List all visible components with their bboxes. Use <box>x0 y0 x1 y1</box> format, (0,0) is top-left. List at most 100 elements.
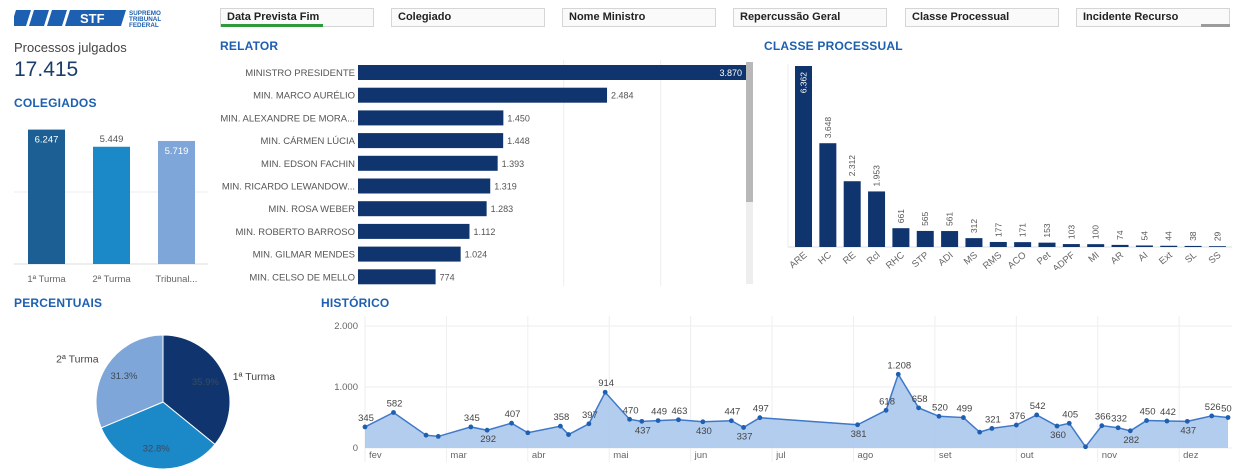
data-point <box>1225 415 1231 420</box>
data-label: 366 <box>1095 412 1111 423</box>
tick-label: ACO <box>1006 250 1029 270</box>
filter-repercussao-geral[interactable]: Repercussão Geral <box>733 8 887 27</box>
x-tick-label: jul <box>775 450 786 461</box>
data-label: 153 <box>1042 223 1052 237</box>
tick-label: STP <box>910 250 931 270</box>
x-tick-label: set <box>939 450 952 461</box>
filter-label: Classe Processual <box>912 11 1010 23</box>
category-label: MIN. ALEXANDRE DE MORA... <box>220 113 355 124</box>
chart-percentuais: 35.9% 1ª Turma 32.8% 31.3% 2ª Turma <box>56 334 276 470</box>
data-point <box>435 434 441 439</box>
data-point <box>639 418 645 424</box>
bar <box>358 269 436 285</box>
bar <box>916 230 934 247</box>
filter-nome-ministro[interactable]: Nome Ministro <box>562 8 716 27</box>
data-label: 44 <box>1164 231 1174 241</box>
filter-colegiado[interactable]: Colegiado <box>391 8 545 27</box>
data-point <box>936 413 942 419</box>
bar <box>819 143 837 247</box>
data-point <box>1144 418 1149 423</box>
data-label: 177 <box>993 223 1003 237</box>
bar <box>1160 245 1178 247</box>
x-tick-label: mai <box>613 450 628 461</box>
data-point <box>757 415 763 421</box>
tick-label: AR <box>1109 250 1126 267</box>
data-point <box>391 410 396 415</box>
category-label: MIN. MARCO AURÉLIO <box>253 91 355 102</box>
category-label: MIN. GILMAR MENDES <box>253 250 355 261</box>
bar <box>1014 242 1032 247</box>
data-label: 103 <box>1066 225 1076 239</box>
slice-label: 35.9% <box>192 377 219 388</box>
filter-label: Repercussão Geral <box>740 11 841 23</box>
data-point <box>566 432 571 437</box>
bar <box>358 65 746 80</box>
bar <box>358 155 498 171</box>
stf-logo: STF SUPREMO TRIBUNAL FEDERAL <box>11 7 176 29</box>
category-label: MIN. EDSON FACHIN <box>261 159 355 170</box>
data-label: 3.870 <box>719 68 742 78</box>
section-title-relator: RELATOR <box>220 39 279 53</box>
data-point <box>895 371 901 377</box>
data-label: 407 <box>505 409 521 420</box>
tick-label: AI <box>1136 250 1150 264</box>
data-label: 470 <box>623 405 639 416</box>
x-tick-label: fev <box>369 450 382 461</box>
filter-data-prevista-fim[interactable]: Data Prevista Fim <box>220 8 374 27</box>
data-point <box>855 422 860 428</box>
data-label: 292 <box>480 434 496 445</box>
bar <box>358 246 461 262</box>
bar <box>989 241 1007 247</box>
kpi-label: Processos julgados <box>14 40 127 55</box>
tick-label: SS <box>1207 250 1224 267</box>
bar <box>892 228 910 247</box>
data-label: 74 <box>1115 230 1125 240</box>
tick-label: MI <box>1086 250 1101 265</box>
bar <box>93 146 130 264</box>
category-label: MIN. CÁRMEN LÚCIA <box>261 136 356 147</box>
pie-slice <box>95 334 164 429</box>
data-label: 1.448 <box>507 136 530 146</box>
data-label: 1.024 <box>465 250 488 260</box>
data-label: 1.450 <box>507 113 530 123</box>
slice-label: 31.3% <box>110 371 137 382</box>
category-label: MINISTRO PRESIDENTE <box>245 68 355 79</box>
data-label: 171 <box>1018 223 1028 237</box>
data-point <box>1013 422 1019 428</box>
x-tick-label: ago <box>857 450 873 461</box>
bar <box>965 238 983 247</box>
legend-label: 1ª Turma <box>233 371 276 383</box>
filter-incidente-recurso[interactable]: Incidente Recurso <box>1076 8 1230 27</box>
data-label: 100 <box>1091 225 1101 239</box>
data-point <box>1066 420 1072 426</box>
data-point <box>676 417 681 423</box>
data-label: 658 <box>912 394 928 405</box>
chart-relator: MINISTRO PRESIDENTE 3.870 MIN. MARCO AURÉL… <box>220 60 746 286</box>
tick-label: SL <box>1183 250 1199 266</box>
tick-label: ADPF <box>1051 250 1078 270</box>
data-label: 345 <box>358 413 374 424</box>
tick-label: MS <box>962 250 980 268</box>
data-point <box>728 418 734 424</box>
data-label: 661 <box>896 209 906 223</box>
data-label: 5.449 <box>100 134 124 145</box>
x-tick-label: nov <box>1102 450 1118 461</box>
data-label: 337 <box>737 431 753 442</box>
tick-label: ARE <box>787 250 809 270</box>
bar <box>1184 245 1202 247</box>
data-point <box>916 405 922 411</box>
data-label: 526 <box>1205 402 1221 413</box>
data-point <box>989 426 995 431</box>
data-label: 3.648 <box>823 117 833 139</box>
data-label: 914 <box>598 378 614 389</box>
filter-classe-processual[interactable]: Classe Processual <box>905 8 1059 27</box>
tick-label: RE <box>841 250 858 267</box>
data-label: 463 <box>672 406 688 417</box>
data-label: 450 <box>1140 407 1156 418</box>
data-point <box>700 419 706 425</box>
x-tick-label: mar <box>450 450 466 461</box>
bar <box>843 181 861 247</box>
data-label: 497 <box>753 404 769 415</box>
relator-scrollbar-thumb[interactable] <box>746 62 753 202</box>
tick-label: Ext <box>1157 250 1175 267</box>
